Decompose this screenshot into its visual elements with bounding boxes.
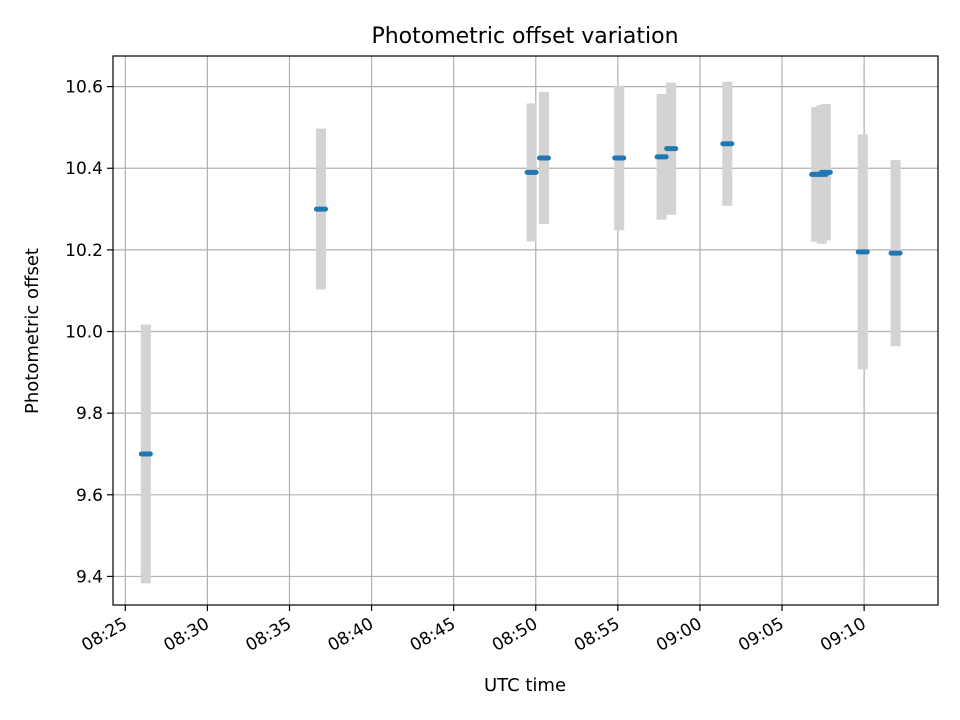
y-tick-label: 9.8 <box>76 404 103 424</box>
chart-title: Photometric offset variation <box>371 24 678 49</box>
y-tick-label: 9.4 <box>76 567 103 587</box>
y-tick-label: 10.4 <box>65 159 103 179</box>
y-axis-label: Photometric offset <box>22 248 43 414</box>
y-tick-label: 10.0 <box>65 323 103 343</box>
plot-area-background <box>113 56 938 605</box>
x-axis-label: UTC time <box>484 675 566 696</box>
y-tick-label: 9.6 <box>76 486 103 506</box>
y-tick-label: 10.6 <box>65 78 103 98</box>
y-tick-label: 10.2 <box>65 241 103 261</box>
plot-frame <box>112 55 939 606</box>
data-points <box>138 141 903 457</box>
y-axis-ticks: 9.4 9.6 9.8 10.0 10.2 10.4 10.6 <box>65 78 113 587</box>
